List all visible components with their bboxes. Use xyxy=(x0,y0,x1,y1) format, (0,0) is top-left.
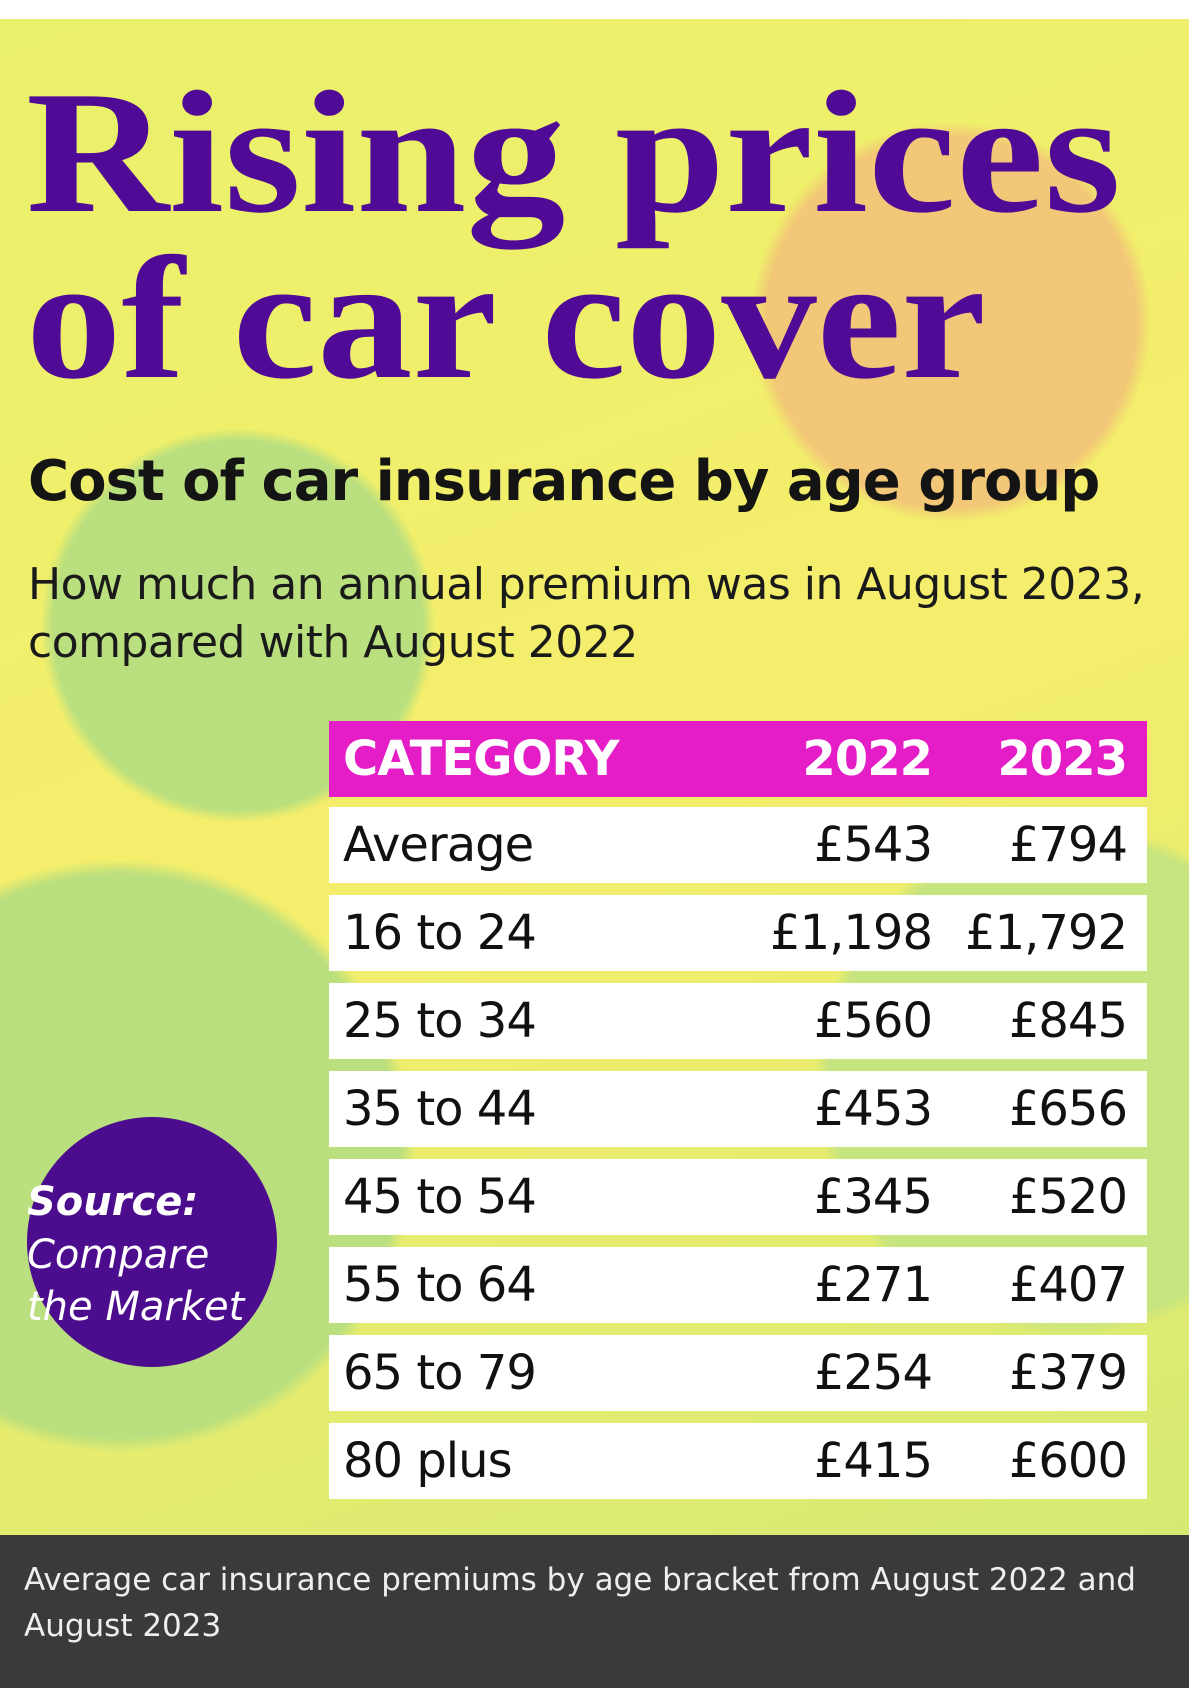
table-row: 25 to 34 £560 £845 xyxy=(329,983,1147,1059)
cell: £453 xyxy=(813,1081,933,1137)
infographic: Rising prices of car cover Cost of car i… xyxy=(0,19,1189,1535)
cell: 2022 xyxy=(802,731,933,787)
cell: £271 xyxy=(813,1257,933,1313)
cell: £845 xyxy=(1008,993,1128,1049)
table-row: Average £543 £794 xyxy=(329,807,1147,883)
title-line: Rising prices xyxy=(26,59,1121,250)
title-line: of car cover xyxy=(26,221,986,415)
cell: £520 xyxy=(1008,1169,1128,1225)
cell: 35 to 44 xyxy=(343,1081,537,1137)
cell: £794 xyxy=(1008,817,1128,873)
header-row: CATEGORY 2022 2023 xyxy=(329,721,1147,797)
table-row: 35 to 44 £453 £656 xyxy=(329,1071,1147,1147)
cell: 45 to 54 xyxy=(343,1169,537,1225)
cell: £560 xyxy=(813,993,933,1049)
cell: £600 xyxy=(1008,1433,1128,1489)
cell: 55 to 64 xyxy=(343,1257,537,1313)
cell: £1,792 xyxy=(965,905,1128,961)
table-row: 16 to 24 £1,198 £1,792 xyxy=(329,895,1147,971)
cell: £543 xyxy=(813,817,933,873)
cell: £1,198 xyxy=(770,905,933,961)
cell: £407 xyxy=(1008,1257,1128,1313)
cell: 65 to 79 xyxy=(343,1345,537,1401)
table-row: 65 to 79 £254 £379 xyxy=(329,1335,1147,1411)
cell: £254 xyxy=(813,1345,933,1401)
cell: £345 xyxy=(813,1169,933,1225)
cell: £656 xyxy=(1008,1081,1128,1137)
cell: 80 plus xyxy=(343,1433,513,1489)
table-row: 45 to 54 £345 £520 xyxy=(329,1159,1147,1235)
cell: £415 xyxy=(813,1433,933,1489)
caption: Average car insurance premiums by age br… xyxy=(0,1535,1189,1688)
subtitle: Cost of car insurance by age group xyxy=(28,449,1100,514)
source-badge: Source: Compare the Market xyxy=(27,1117,277,1367)
table-row: 55 to 64 £271 £407 xyxy=(329,1247,1147,1323)
cell: CATEGORY xyxy=(343,731,619,787)
description: How much an annual premium was in August… xyxy=(28,559,1145,668)
cell: Average xyxy=(343,817,534,873)
cell: £379 xyxy=(1008,1345,1128,1401)
table-row: 80 plus £415 £600 xyxy=(329,1423,1147,1499)
source-label: Source: xyxy=(27,1179,199,1225)
cell: 16 to 24 xyxy=(343,905,537,961)
cell: 25 to 34 xyxy=(343,993,537,1049)
cell: 2023 xyxy=(997,731,1128,787)
title-svg: Rising prices of car cover xyxy=(26,59,1121,415)
source-name: Compare the Market xyxy=(27,1232,245,1330)
